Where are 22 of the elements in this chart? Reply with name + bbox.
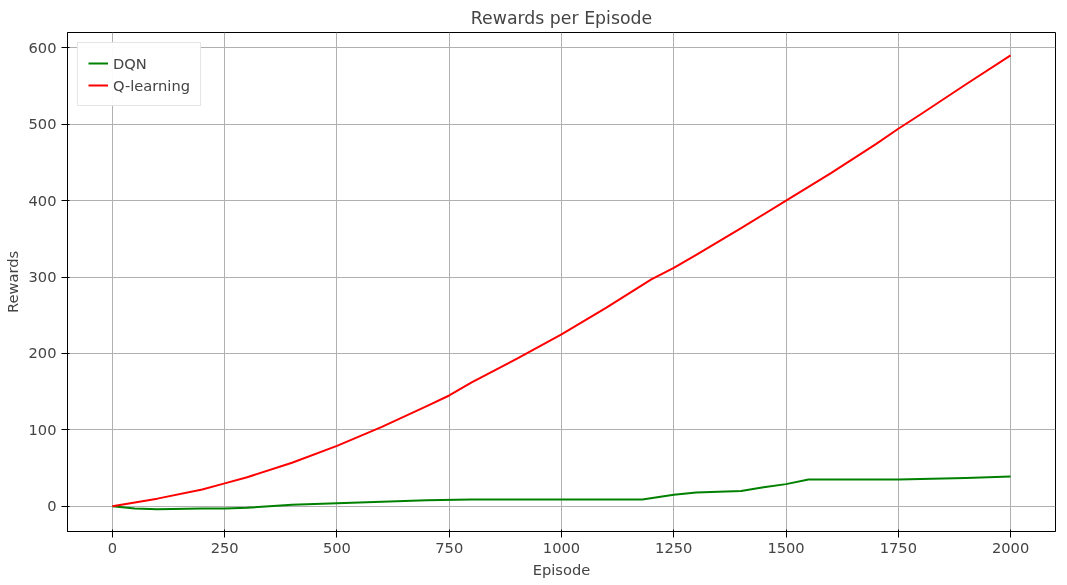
y-tick-label: 100 (28, 420, 57, 438)
x-tick-label: 500 (322, 538, 351, 556)
x-tick-label: 250 (210, 538, 239, 556)
legend-label: DQN (113, 54, 147, 72)
y-tick-label: 0 (47, 497, 57, 515)
line-series (111, 54, 1012, 508)
legend-label: Q-learning (113, 76, 191, 94)
y-tick-label: 500 (28, 115, 57, 133)
x-tick-label: 1250 (655, 538, 693, 556)
x-tick-label: 2000 (991, 538, 1030, 556)
x-axis-title: Episode (532, 560, 591, 578)
x-tick-label: 1750 (879, 538, 917, 556)
chart-title: Rewards per Episode (470, 7, 653, 28)
y-tick-label: 200 (28, 344, 57, 362)
x-tick-label: 0 (107, 538, 118, 556)
x-tick-label: 750 (435, 538, 464, 556)
y-tick-label: 300 (28, 268, 57, 286)
x-tick-label: 1000 (542, 538, 581, 556)
y-tick-label: 400 (28, 191, 57, 209)
y-tick-label: 600 (28, 38, 57, 56)
x-tick-label: 1500 (767, 538, 805, 556)
y-axis-title: Rewards (3, 250, 21, 314)
